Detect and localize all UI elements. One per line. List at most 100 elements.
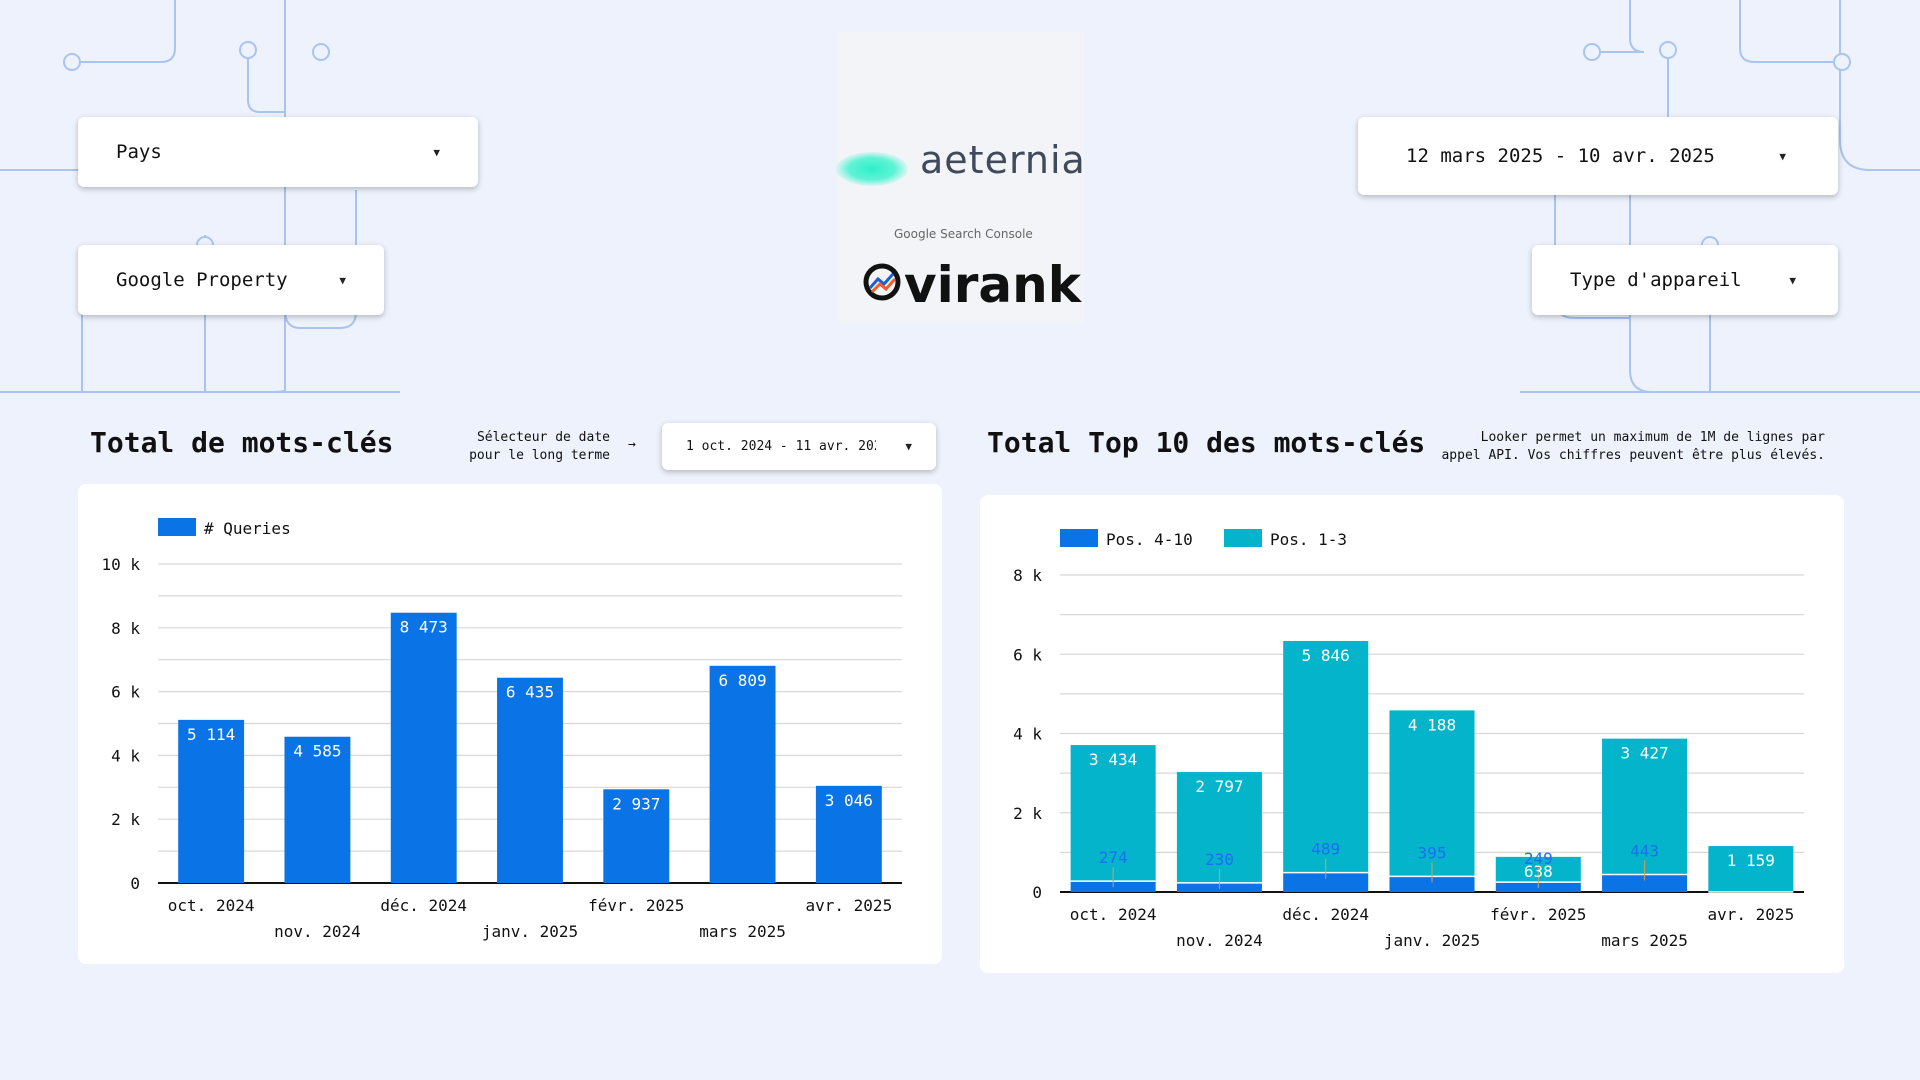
virank-logo-text: virank bbox=[904, 256, 1081, 314]
bar-segment-pos-4-10 bbox=[1389, 876, 1475, 892]
bar bbox=[178, 719, 245, 883]
x-tick-label: mars 2025 bbox=[1601, 931, 1688, 950]
bar-value-label: 3 046 bbox=[825, 791, 873, 810]
long-term-date-note-line1: Sélecteur de date bbox=[476, 430, 610, 445]
arrow-right-icon: → bbox=[628, 437, 636, 452]
y-tick-label: 10 k bbox=[101, 555, 140, 574]
pos-4-10-value-label: 274 bbox=[1099, 848, 1128, 867]
x-tick-label: oct. 2024 bbox=[168, 896, 255, 915]
pos-1-3-value-label: 1 159 bbox=[1727, 851, 1775, 870]
x-tick-label: févr. 2025 bbox=[1490, 905, 1586, 924]
x-tick-label: févr. 2025 bbox=[588, 896, 684, 915]
y-tick-label: 2 k bbox=[111, 810, 140, 829]
bar-segment-pos-1-3 bbox=[1602, 738, 1688, 875]
pos-4-10-value-label: 443 bbox=[1630, 841, 1659, 860]
x-tick-label: déc. 2024 bbox=[380, 896, 467, 915]
x-tick-label: nov. 2024 bbox=[274, 922, 361, 941]
date-range-value: 12 mars 2025 - 10 avr. 2025 bbox=[1406, 145, 1715, 167]
chevron-down-icon: ▼ bbox=[339, 273, 346, 287]
bar-value-label: 6 435 bbox=[506, 683, 554, 702]
api-limit-note-line2: appel API. Vos chiffres peuvent être plu… bbox=[1441, 448, 1825, 463]
chevron-down-icon: ▼ bbox=[1789, 273, 1796, 287]
property-dropdown[interactable]: Google Property ▼ bbox=[78, 245, 384, 315]
legend-swatch bbox=[158, 518, 196, 536]
top10-chart-card: 0 2 k 4 k 6 k 8 k Pos. 4-10 Pos. 1-3 oct. 2024 2… bbox=[980, 495, 1844, 973]
long-term-date-note: Sélecteur de date pour le long terme bbox=[440, 429, 610, 465]
virank-logo-icon bbox=[863, 263, 901, 301]
bar bbox=[390, 612, 457, 883]
long-term-date-note-line2: pour le long terme bbox=[469, 448, 610, 463]
bar-value-label: 2 937 bbox=[612, 794, 660, 813]
y-tick-label: 6 k bbox=[111, 683, 140, 702]
pos-4-10-value-label: 395 bbox=[1418, 843, 1447, 862]
bar bbox=[709, 665, 776, 883]
legend-swatch bbox=[1060, 529, 1098, 547]
x-tick-label: janv. 2025 bbox=[482, 922, 578, 941]
bar-segment-pos-1-3 bbox=[1283, 640, 1369, 873]
x-tick-label: avr. 2025 bbox=[806, 896, 893, 915]
pos-4-10-value-label: 230 bbox=[1205, 850, 1234, 869]
bar bbox=[497, 677, 563, 883]
y-tick-label: 0 bbox=[1032, 883, 1042, 902]
pos-1-3-value-label: 2 797 bbox=[1195, 777, 1243, 796]
top10-keywords-title: Total Top 10 des mots-clés bbox=[987, 426, 1426, 459]
bar-segment-pos-1-3 bbox=[1176, 772, 1262, 883]
pos-1-3-value-label: 3 434 bbox=[1089, 750, 1137, 769]
bar-segment-pos-4-10 bbox=[1602, 874, 1688, 892]
google-search-console-logo: Google Search Console bbox=[894, 227, 1033, 241]
total-keywords-title: Total de mots-clés bbox=[90, 426, 394, 459]
x-tick-label: nov. 2024 bbox=[1176, 931, 1263, 950]
pos-1-3-value-label: 3 427 bbox=[1620, 744, 1668, 763]
bar-segment-pos-1-3 bbox=[1070, 745, 1156, 882]
bar-value-label: 5 114 bbox=[187, 725, 235, 744]
y-tick-label: 4 k bbox=[111, 746, 140, 765]
device-type-label: Type d'appareil bbox=[1570, 269, 1742, 291]
x-tick-label: oct. 2024 bbox=[1070, 905, 1157, 924]
legend-label: Pos. 1-3 bbox=[1270, 530, 1347, 549]
bar-segment-pos-1-3 bbox=[1708, 846, 1794, 892]
x-tick-label: avr. 2025 bbox=[1708, 905, 1795, 924]
api-limit-note-line1: Looker permet un maximum de 1M de lignes… bbox=[1480, 430, 1825, 445]
legend-label: # Queries bbox=[204, 519, 291, 538]
legend-label: Pos. 4-10 bbox=[1106, 530, 1193, 549]
y-tick-label: 0 bbox=[130, 874, 140, 893]
x-tick-label: déc. 2024 bbox=[1282, 905, 1369, 924]
y-tick-label: 2 k bbox=[1013, 804, 1042, 823]
long-term-date-picker[interactable]: 1 oct. 2024 - 11 avr. 2025 ▼ bbox=[662, 423, 936, 470]
y-tick-label: 6 k bbox=[1013, 645, 1042, 664]
chevron-down-icon: ▼ bbox=[1779, 149, 1786, 163]
keywords-chart-card: 0 2 k 4 k 6 k 8 k 10 k # Queries oct. 2024 5 114… bbox=[78, 484, 942, 964]
bar bbox=[284, 736, 351, 883]
top10-stacked-bar-chart: 0 2 k 4 k 6 k 8 k Pos. 4-10 Pos. 1-3 oct. 2024 2… bbox=[1013, 529, 1804, 950]
y-tick-label: 8 k bbox=[111, 619, 140, 638]
date-range-picker[interactable]: 12 mars 2025 - 10 avr. 2025 ▼ bbox=[1358, 117, 1838, 195]
keywords-bar-chart: 0 2 k 4 k 6 k 8 k 10 k # Queries oct. 2024 5 114… bbox=[101, 518, 902, 941]
bar bbox=[603, 789, 670, 883]
pos-1-3-value-label: 638 bbox=[1524, 862, 1553, 881]
aeternia-logo-mark bbox=[836, 152, 908, 186]
api-limit-note: Looker permet un maximum de 1M de lignes… bbox=[1410, 429, 1825, 465]
y-tick-label: 8 k bbox=[1013, 566, 1042, 585]
bar-segment-pos-1-3 bbox=[1389, 710, 1475, 877]
x-tick-label: mars 2025 bbox=[699, 922, 786, 941]
bar-value-label: 8 473 bbox=[400, 618, 448, 637]
chevron-down-icon: ▼ bbox=[905, 440, 912, 453]
bar bbox=[815, 785, 882, 883]
property-dropdown-label: Google Property bbox=[116, 269, 288, 291]
pos-1-3-value-label: 5 846 bbox=[1302, 646, 1350, 665]
bar-segment-pos-4-10 bbox=[1283, 872, 1369, 892]
device-type-dropdown[interactable]: Type d'appareil ▼ bbox=[1532, 245, 1838, 315]
country-dropdown[interactable]: Pays ▼ bbox=[78, 117, 478, 187]
aeternia-logo-text: aeternia bbox=[920, 138, 1086, 182]
pos-4-10-value-label: 249 bbox=[1524, 849, 1553, 868]
country-dropdown-label: Pays bbox=[116, 141, 162, 163]
chevron-down-icon: ▼ bbox=[433, 145, 440, 159]
pos-4-10-value-label: 489 bbox=[1311, 840, 1340, 859]
bar-value-label: 6 809 bbox=[718, 671, 766, 690]
x-tick-label: janv. 2025 bbox=[1384, 931, 1480, 950]
legend-swatch bbox=[1224, 529, 1262, 547]
pos-1-3-value-label: 4 188 bbox=[1408, 715, 1456, 734]
bar-value-label: 4 585 bbox=[293, 742, 341, 761]
long-term-date-value: 1 oct. 2024 - 11 avr. 2025 bbox=[686, 439, 876, 454]
y-tick-label: 4 k bbox=[1013, 725, 1042, 744]
